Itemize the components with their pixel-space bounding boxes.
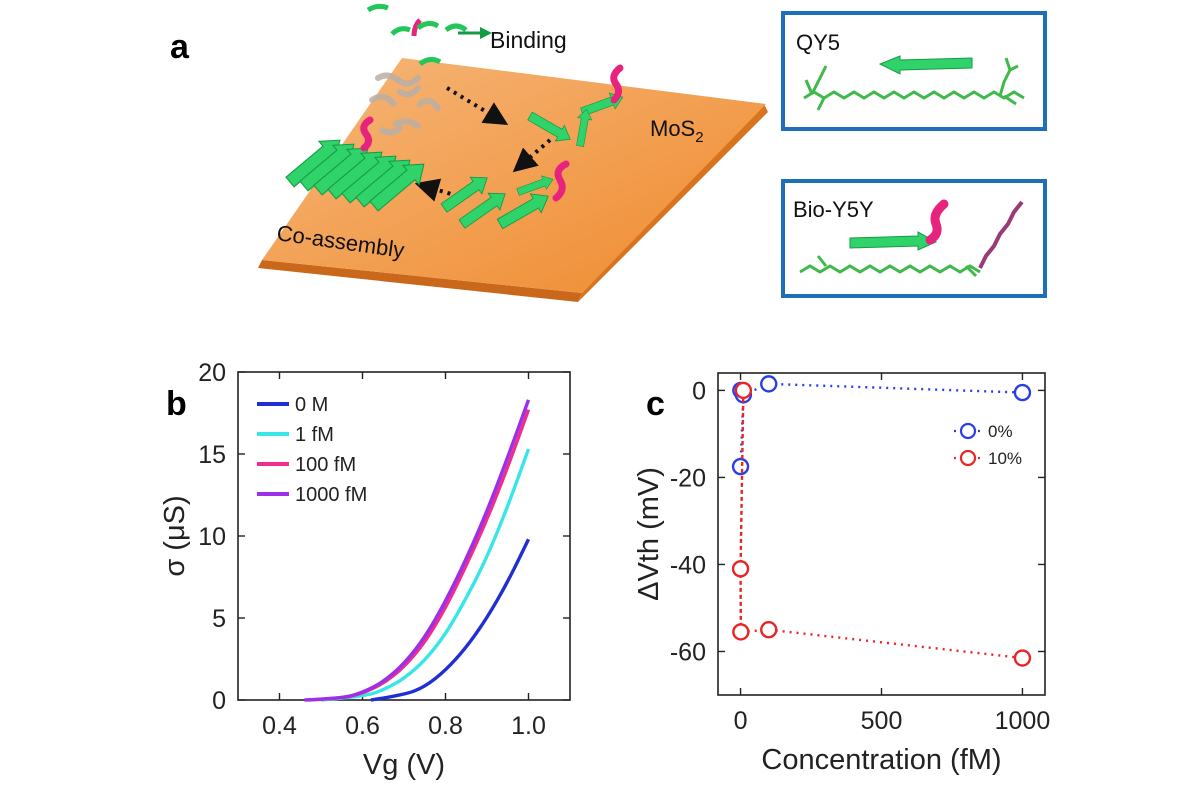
legend-label-b-1: 1 fM [295,424,334,446]
chart-b: 0.4 0.6 0.8 1.0 0 5 10 15 20 Vg (V) σ (μS) 0 M 1 fM 1… [159,359,571,781]
data-point-c-1 [1013,649,1032,667]
x-tick-label-b: 0.6 [345,712,380,740]
panel-a-letter: a [170,28,190,66]
y-axis-title-b: σ (μS) [159,495,191,576]
legend-label-b-0: 0 M [295,394,328,416]
x-tick-label-c: 0 [734,707,748,735]
bound-peptides [437,64,627,234]
y-tick-label-c: 0 [692,377,706,405]
process-arrows [414,86,552,202]
data-point-c-1 [760,621,778,639]
data-point-c-1 [732,623,750,641]
chart-c: 0 500 1000 0 -20 -40 -60 Concentration (fM) ΔVth… [633,372,1051,776]
y-tick-label-c: -40 [670,551,706,579]
x-axis-title-c: Concentration (fM) [761,744,1001,776]
legend-label-b-2: 100 fM [295,454,356,476]
y-tick-label-b: 20 [198,359,226,387]
series-line-b-0 [370,538,531,702]
y-tick-label-b: 0 [212,687,226,715]
unbound-peptides [369,72,441,136]
bio-y5y-box: Bio-Y5Y [781,179,1047,298]
series-line-b-3 [304,399,531,702]
data-point-c-0 [760,375,778,393]
binding-arrow [458,27,492,39]
panel-a: a Binding [170,3,1047,302]
data-point-c-0 [731,457,750,476]
data-point-c-0 [1013,383,1032,402]
x-tick-label-b: 1.0 [511,712,546,740]
legend-label-b-3: 1000 fM [295,484,367,506]
x-tick-label-b: 0.8 [428,712,463,740]
floating-peptides [366,3,468,67]
x-tick-label-c: 500 [861,707,903,735]
mos2-label: MoS2 [650,116,704,146]
panel-c-letter: c [646,385,665,423]
data-point-c-1 [734,381,753,400]
panel-b-letter: b [166,385,187,423]
y-tick-label-b: 10 [198,523,226,551]
x-tick-label-c: 1000 [995,707,1051,735]
qy5-box: QY5 [781,11,1047,131]
x-tick-label-b: 0.4 [262,712,297,740]
qy5-title: QY5 [796,30,840,55]
y-tick-label-c: -60 [670,638,706,666]
mos2-substrate [258,58,768,302]
x-axis-title-b: Vg (V) [363,749,445,781]
series-line-c-1 [739,390,1023,660]
y-tick-label-b: 5 [212,605,226,633]
y-tick-label-c: -20 [670,464,706,492]
legend-label-c-0: 0% [988,422,1013,441]
binding-label: Binding [490,27,567,53]
bio-y5y-title: Bio-Y5Y [793,197,874,222]
legend-marker-c-1 [959,449,977,467]
y-axis-title-c: ΔVth (mV) [633,467,665,601]
mos2-label-subscript: 2 [695,129,703,146]
y-tick-label-b: 15 [198,441,226,469]
coassembly-fibril [281,116,433,217]
data-point-c-1 [731,560,750,578]
legend-marker-c-0 [959,422,977,440]
legend-label-c-1: 10% [988,449,1022,468]
series-line-c-0 [739,382,1023,467]
series-line-b-1 [320,448,531,702]
mos2-label-main: MoS [650,116,695,141]
